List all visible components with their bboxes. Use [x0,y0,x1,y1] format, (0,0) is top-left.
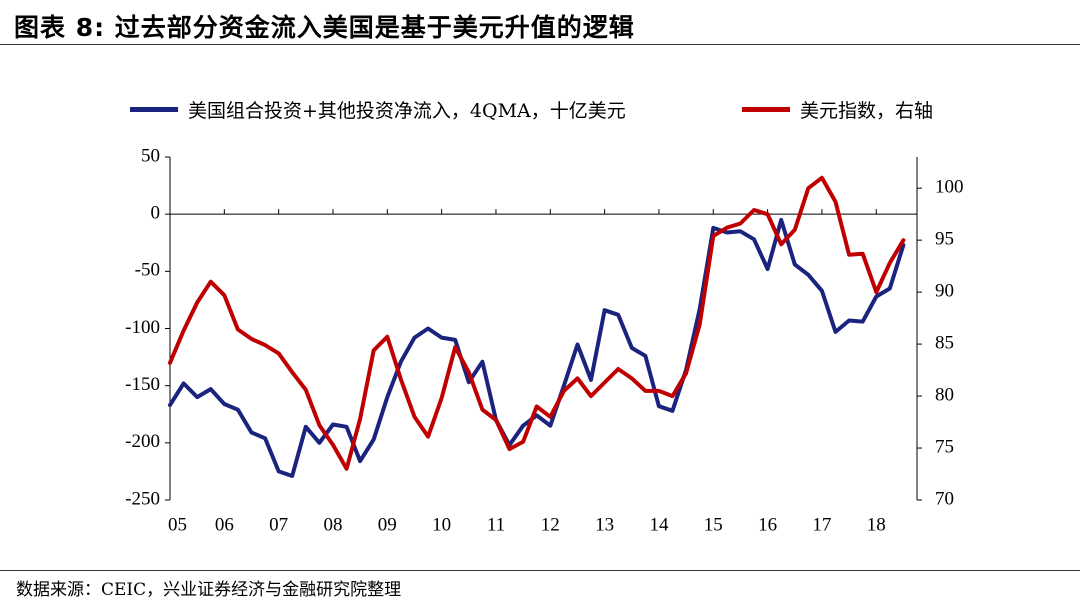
x-tick-label: 13 [595,514,614,535]
right-tick-label: 70 [935,488,954,509]
left-tick-label: -150 [125,374,160,395]
right-tick-label: 100 [935,177,964,198]
x-tick-label: 15 [704,514,723,535]
x-tick-label: 05 [168,514,187,535]
x-tick-label: 12 [541,514,560,535]
left-tick-label: 50 [141,145,160,166]
x-tick-label: 06 [215,514,234,535]
legend-label-dollar-index: 美元指数，右轴 [800,100,934,122]
chart-legend: 美国组合投资+其他投资净流入，4QMA，十亿美元 美元指数，右轴 [0,96,1080,132]
title-divider [0,44,1080,45]
legend-item-dollar-index: 美元指数，右轴 [742,96,933,123]
legend-label-capital-flow: 美国组合投资+其他投资净流入，4QMA，十亿美元 [188,100,626,122]
left-tick-label: -100 [125,317,160,338]
legend-item-capital-flow: 美国组合投资+其他投资净流入，4QMA，十亿美元 [130,96,626,123]
x-tick-label: 16 [758,514,777,535]
x-tick-label: 17 [812,514,831,535]
right-tick-label: 75 [935,436,954,457]
x-tick-label: 08 [323,514,342,535]
right-tick-label: 85 [935,332,954,353]
right-tick-label: 95 [935,229,954,250]
figure-title: 图表 8: 过去部分资金流入美国是基于美元升值的逻辑 [14,13,635,42]
dollar-index-series-line [168,175,906,471]
left-tick-label: -200 [125,431,160,452]
capital-flow-series-line [168,217,906,478]
source-note: 数据来源：CEIC，兴业证券经济与金融研究院整理 [16,580,402,600]
left-tick-label: -250 [125,488,160,509]
x-tick-label: 14 [649,514,669,535]
legend-swatch-dollar-index [742,107,790,112]
left-tick-label: 0 [151,203,161,224]
x-tick-label: 09 [378,514,397,535]
right-tick-label: 80 [935,384,954,405]
footer-divider [0,570,1080,571]
x-tick-label: 18 [867,514,886,535]
legend-swatch-capital-flow [130,107,178,112]
right-tick-label: 90 [935,280,954,301]
left-tick-label: -50 [135,260,160,281]
x-tick-label: 07 [269,514,288,535]
x-tick-label: 11 [487,514,505,535]
x-tick-label: 10 [432,514,451,535]
